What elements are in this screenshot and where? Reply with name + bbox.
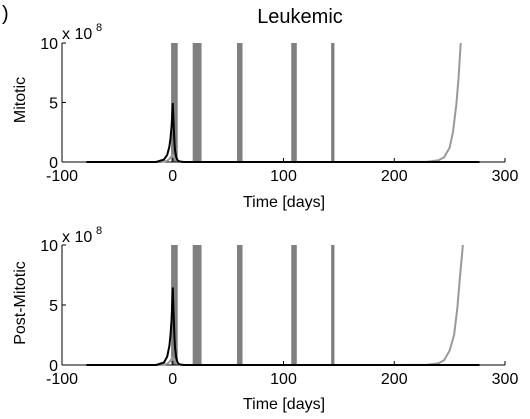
x-tick-label: 200 (381, 371, 408, 388)
x-tick-label: -100 (46, 168, 78, 185)
panel-letter: ) (2, 3, 9, 25)
figure-title: Leukemic (257, 6, 343, 28)
x-axis-label: Time [days] (243, 396, 325, 413)
y-multiplier-label: x 10 (62, 26, 92, 43)
x-tick-label: -100 (46, 371, 78, 388)
series-line-2 (86, 244, 464, 366)
y-multiplier-label: x 10 (62, 229, 92, 246)
treatment-bar-1 (171, 245, 178, 365)
treatment-bar-4 (291, 245, 297, 365)
y-multiplier-exponent: 8 (96, 22, 102, 34)
y-tick-label: 0 (49, 155, 58, 172)
treatment-bar-5 (331, 245, 335, 365)
x-axis-label: Time [days] (243, 194, 325, 211)
chart-panel-post-mitotic: Post-Mitotic x 10 8 Time [days] 0 5 10 -100… (12, 225, 518, 413)
treatment-bar-5 (331, 43, 335, 162)
y-tick-label: 5 (49, 298, 58, 315)
x-tick-label: 300 (492, 371, 519, 388)
y-axis-label: Mitotic (12, 77, 29, 123)
treatment-bar-2 (192, 245, 202, 365)
y-tick-label: 5 (49, 96, 58, 113)
y-tick-label: 0 (49, 358, 58, 375)
y-tick-label: 10 (40, 36, 58, 53)
x-tick-label: 0 (168, 168, 177, 185)
y-tick-label: 10 (40, 238, 58, 255)
x-tick-label: 0 (168, 371, 177, 388)
series-line-1 (86, 287, 480, 366)
x-tick-label: 200 (381, 168, 408, 185)
treatment-bar-3 (236, 245, 243, 365)
x-tick-label: 100 (270, 168, 297, 185)
series-line-1 (86, 102, 480, 163)
y-axis-label: Post-Mitotic (12, 261, 29, 345)
y-multiplier-exponent: 8 (96, 225, 102, 237)
treatment-bar-3 (236, 43, 243, 162)
treatment-bar-4 (291, 43, 297, 162)
x-tick-label: 100 (270, 371, 297, 388)
treatment-bar-1 (171, 43, 178, 162)
series-line-2 (86, 42, 462, 163)
treatment-bar-2 (192, 43, 202, 162)
x-tick-label: 300 (492, 168, 519, 185)
